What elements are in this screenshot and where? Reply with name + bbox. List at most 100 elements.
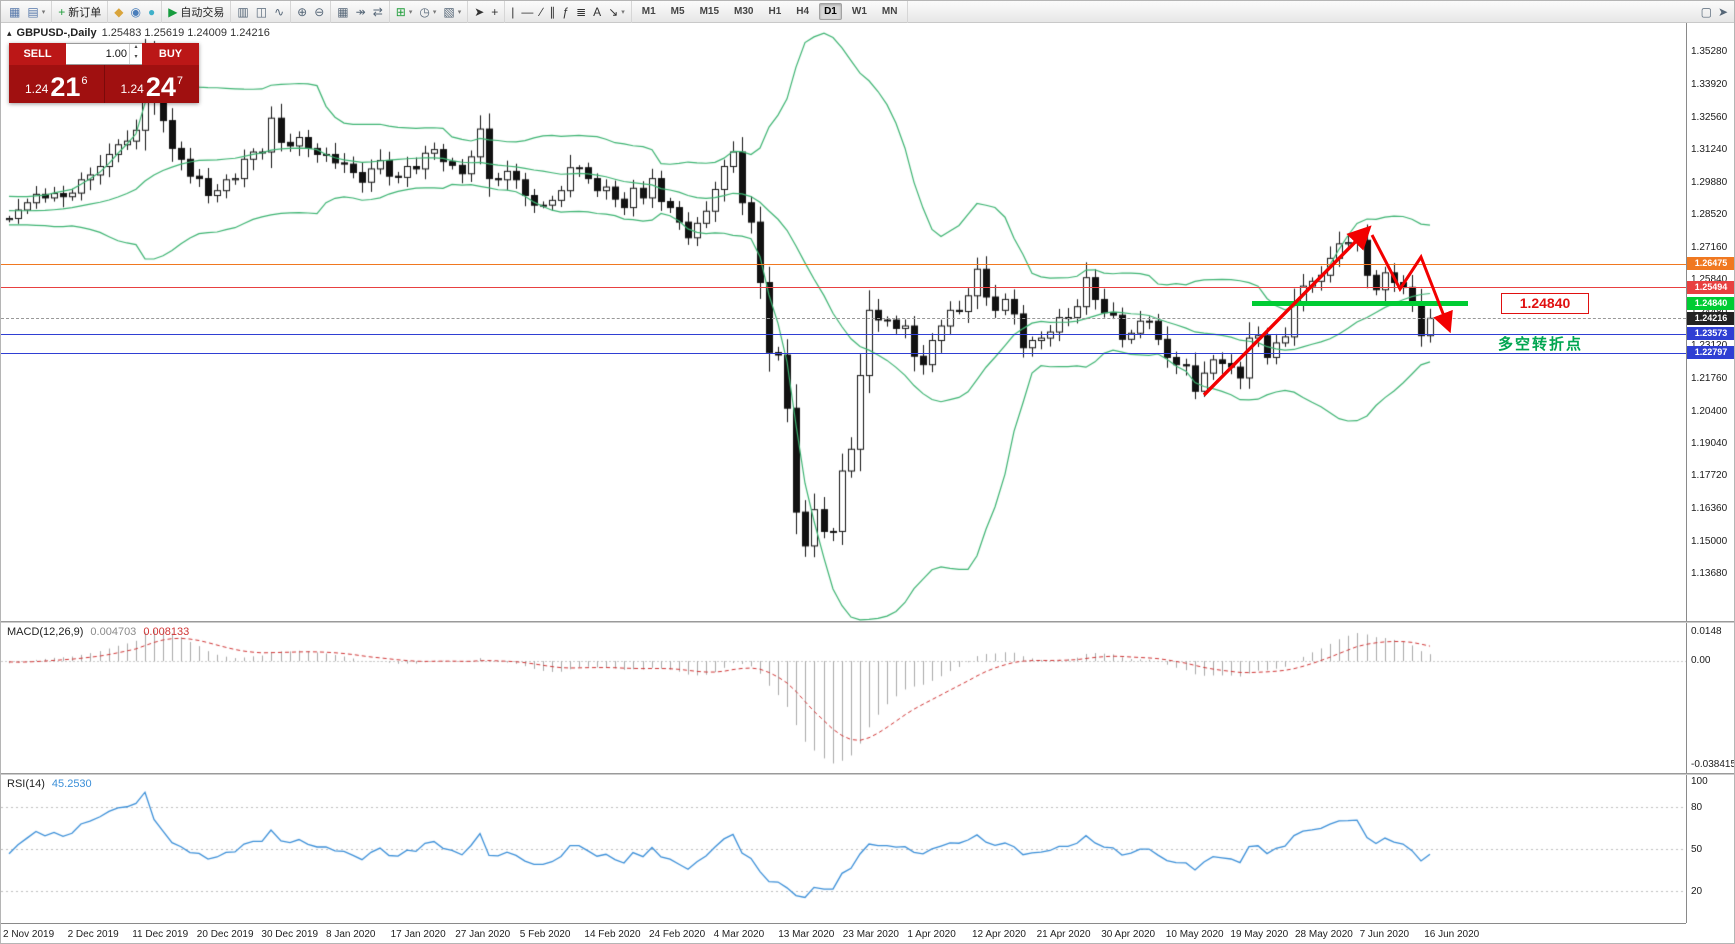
- symbol-period-label: GBPUSD-,Daily: [16, 27, 97, 39]
- zoom-in-icon[interactable]: ⊕: [295, 3, 309, 21]
- toolbar-group: | — ∕ ∥ ƒ ≣ A ↘ ▾: [505, 1, 632, 23]
- stepper-up-icon[interactable]: ▴: [134, 44, 138, 50]
- indicators-button[interactable]: ⊞ ▾: [394, 3, 415, 21]
- channel-icon[interactable]: ∥: [547, 3, 557, 21]
- panel-splitter[interactable]: [1, 621, 1734, 623]
- autotrading-button[interactable]: ▶ 自动交易: [166, 3, 226, 21]
- volume-field[interactable]: 1.00 ▴ ▾: [66, 43, 142, 65]
- support-line-blue-2[interactable]: [1, 353, 1686, 354]
- volume-input[interactable]: 1.00: [105, 48, 127, 60]
- price-tick-label: 1.27160: [1691, 242, 1728, 254]
- time-axis[interactable]: 2 Nov 2019 2 Dec 2019 11 Dec 2019 20 Dec 20…: [1, 923, 1686, 943]
- timeframe-m30[interactable]: M30: [734, 6, 754, 17]
- timeframe-h4[interactable]: H4: [796, 6, 810, 17]
- price-tag: 1.24216: [1687, 311, 1734, 325]
- candlestick-chart[interactable]: [1, 23, 1686, 621]
- current-price-line[interactable]: [1, 318, 1686, 319]
- price-tag: 1.24840: [1687, 296, 1734, 310]
- stepper-down-icon[interactable]: ▾: [134, 54, 138, 60]
- zoom-out-icon: ⊖: [314, 4, 325, 19]
- macd-indicator-panel[interactable]: [1, 623, 1686, 773]
- date-label: 8 Jan 2020: [326, 929, 376, 940]
- cursor-icon[interactable]: ➤: [472, 3, 486, 21]
- text-label-icon[interactable]: A: [591, 3, 603, 21]
- price-callout-label[interactable]: 1.24840: [1501, 293, 1589, 314]
- timeframe-m5[interactable]: M5: [670, 6, 685, 17]
- vertical-line-icon[interactable]: |: [509, 3, 516, 21]
- timeframe-m1[interactable]: M1: [641, 6, 656, 17]
- bar-chart-icon[interactable]: ▥: [235, 3, 250, 21]
- date-label: 16 Jun 2020: [1424, 929, 1480, 940]
- auto-scroll-icon[interactable]: ↠: [354, 3, 368, 21]
- price-tick-label: 1.21760: [1691, 372, 1728, 384]
- zoom-out-icon[interactable]: ⊖: [312, 3, 326, 21]
- ohlc-readout: 1.25483 1.25619 1.24009 1.24216: [101, 27, 270, 39]
- line-chart-icon: ∿: [274, 4, 285, 19]
- one-click-panel-toggle-icon[interactable]: ▴: [7, 27, 12, 38]
- fibonacci-icon[interactable]: ƒ: [560, 3, 571, 21]
- profiles-icon: ▤: [27, 4, 39, 19]
- toolbar-group: ▦ ↠ ⇄: [331, 1, 390, 23]
- resistance-line-orange[interactable]: [1, 264, 1686, 265]
- timeframe-h1[interactable]: H1: [768, 6, 782, 17]
- buy-button[interactable]: BUY: [142, 43, 199, 65]
- new-chart-icon[interactable]: ▦: [7, 3, 22, 21]
- community-icon[interactable]: ●: [146, 3, 157, 21]
- zoom-in-icon: ⊕: [297, 4, 308, 19]
- new-window-icon[interactable]: ▢: [1700, 4, 1712, 19]
- trendline-icon[interactable]: ∕: [538, 3, 544, 21]
- support-trendline-green[interactable]: [1252, 300, 1468, 306]
- tile-windows-icon[interactable]: ▦: [335, 3, 350, 21]
- sell-button[interactable]: SELL: [9, 43, 66, 65]
- channel-icon: ∥: [549, 4, 556, 19]
- price-tag: 1.23573: [1687, 327, 1734, 341]
- pointer-icon[interactable]: ➤: [1717, 4, 1728, 19]
- timeframe-d1[interactable]: D1: [819, 3, 842, 20]
- macd-scale-bottom: -0.038415: [1691, 759, 1735, 770]
- metaeditor-icon[interactable]: ◆: [112, 3, 125, 21]
- date-label: 23 Mar 2020: [842, 929, 899, 940]
- date-label: 27 Jan 2020: [455, 929, 511, 940]
- sell-price-display[interactable]: 1.24 21 6: [9, 65, 105, 103]
- autotrading-button: ▶: [168, 4, 178, 19]
- new-order-button: +: [58, 4, 66, 19]
- line-chart-icon[interactable]: ∿: [272, 3, 286, 21]
- chart-shift-icon[interactable]: ⇄: [371, 3, 385, 21]
- templates-button[interactable]: ▧ ▾: [441, 3, 463, 21]
- periods-button[interactable]: ◷ ▾: [417, 3, 438, 21]
- rsi-value: 45.2530: [51, 778, 92, 790]
- candlestick-icon[interactable]: ◫: [254, 3, 269, 21]
- volume-stepper[interactable]: ▴ ▾: [129, 44, 142, 64]
- resistance-line-red[interactable]: [1, 287, 1686, 288]
- one-click-trading-panel: SELL 1.00 ▴ ▾ BUY 1.24 21 6 1.24: [9, 43, 199, 103]
- chart-title: ▴ GBPUSD-,Daily 1.25483 1.25619 1.24009 …: [7, 27, 270, 39]
- timeframe-m15[interactable]: M15: [699, 6, 720, 17]
- date-label: 10 May 2020: [1165, 929, 1224, 940]
- macd-signal-value: 0.008133: [143, 626, 190, 638]
- rsi-scale-100: 100: [1691, 776, 1708, 787]
- timeframe-mn[interactable]: MN: [881, 6, 898, 17]
- price-tag: 1.25494: [1687, 280, 1734, 294]
- toolbar-group: + 新订单: [52, 1, 109, 23]
- buy-price-display[interactable]: 1.24 24 7: [105, 65, 200, 103]
- price-tick-label: 1.28520: [1691, 209, 1728, 221]
- market-icon[interactable]: ◉: [128, 3, 142, 21]
- crosshair-icon[interactable]: +: [489, 3, 500, 21]
- cycle-lines-icon[interactable]: ≣: [574, 3, 588, 21]
- date-label: 24 Feb 2020: [649, 929, 706, 940]
- rsi-indicator-panel[interactable]: [1, 775, 1686, 923]
- timeframe-w1[interactable]: W1: [851, 6, 867, 17]
- new-order-button[interactable]: + 新订单: [56, 3, 103, 21]
- support-line-blue-1[interactable]: [1, 334, 1686, 335]
- profiles-icon[interactable]: ▤ ▾: [25, 3, 47, 21]
- horizontal-line-icon[interactable]: —: [519, 3, 535, 21]
- date-label: 2 Nov 2019: [3, 929, 55, 940]
- chevron-down-icon: ▾: [41, 8, 46, 16]
- date-label: 14 Feb 2020: [584, 929, 641, 940]
- panel-splitter[interactable]: [1, 773, 1734, 775]
- arrows-tool-icon[interactable]: ↘ ▾: [606, 3, 627, 21]
- buy-price-prefix: 1.24: [120, 82, 144, 96]
- rsi-name: RSI(14): [7, 778, 45, 790]
- annotation-note[interactable]: 多空转折点: [1498, 336, 1584, 353]
- toolbar-group: ▦ ▤ ▾: [3, 1, 53, 23]
